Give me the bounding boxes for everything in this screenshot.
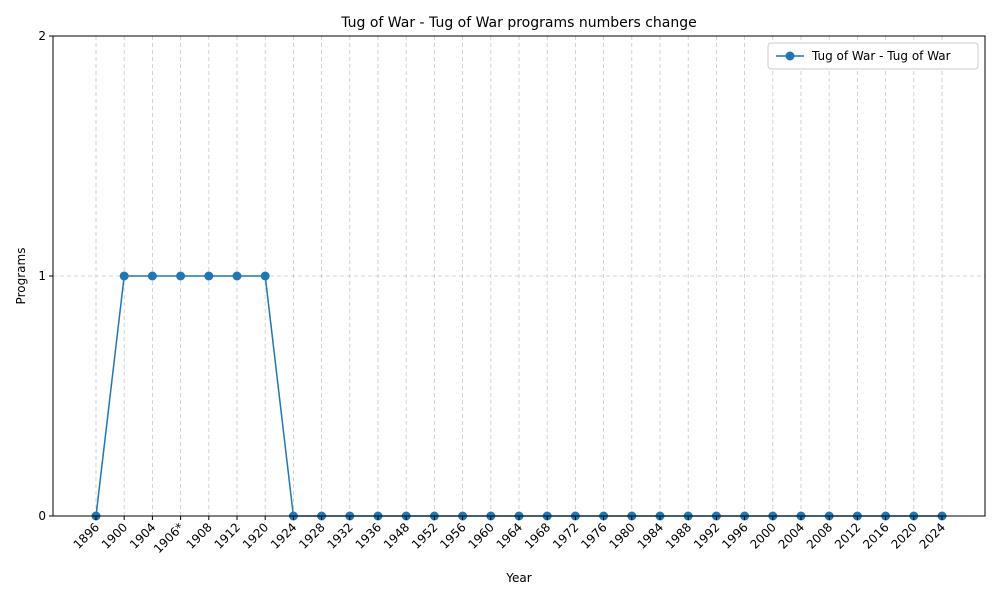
data-point <box>176 271 186 281</box>
x-axis-label: Year <box>505 571 531 585</box>
grid <box>53 35 985 517</box>
data-point <box>232 271 242 281</box>
data-point <box>147 271 157 281</box>
data-point <box>119 271 129 281</box>
legend-frame <box>767 42 979 70</box>
legend-label: Tug of War - Tug of War <box>811 49 951 63</box>
y-axis-label: Programs <box>14 248 28 305</box>
y-tick-label: 2 <box>38 29 46 43</box>
chart-title: Tug of War - Tug of War programs numbers… <box>340 15 697 31</box>
legend: Tug of War - Tug of War <box>767 42 979 70</box>
y-tick-label: 0 <box>38 509 46 523</box>
data-point <box>260 271 270 281</box>
legend-marker-swatch <box>785 51 795 61</box>
y-tick-label: 1 <box>38 269 46 283</box>
data-point <box>204 271 214 281</box>
y-axis: 0 1 2 <box>38 29 53 523</box>
